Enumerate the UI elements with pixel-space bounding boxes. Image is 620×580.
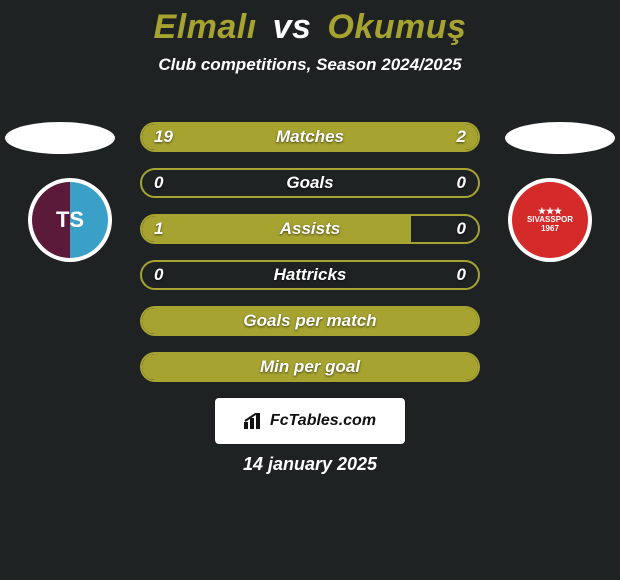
stat-bar-label: Min per goal xyxy=(142,354,478,380)
stat-bar-row: Assists1 0 xyxy=(140,214,480,244)
stat-bar-label: Matches xyxy=(142,124,478,150)
stat-bars: Matches192Goals00Assists10Hattricks00Goa… xyxy=(140,122,480,398)
date-text: 14 january 2025 xyxy=(0,454,620,475)
brand-text: FcTables.com xyxy=(270,412,376,430)
player2-name: Okumuş xyxy=(327,8,466,46)
player2-photo-oval xyxy=(505,122,615,154)
stat-bar-label: Goals per match xyxy=(142,308,478,334)
stat-bar-row: Min per goal xyxy=(140,352,480,382)
stat-bar-value-right: 2 xyxy=(457,124,466,150)
stat-bar-value-left: 1 xyxy=(154,216,163,242)
stat-bar-row: Matches19 2 xyxy=(140,122,480,152)
stat-bar-value-right: 0 xyxy=(457,170,466,196)
club1-crest-text: TS xyxy=(56,207,84,233)
player1-name: Elmalı xyxy=(154,8,257,46)
stat-bar-label: Assists xyxy=(142,216,478,242)
player1-photo-oval xyxy=(5,122,115,154)
stat-bar-row: Hattricks0 0 xyxy=(140,260,480,290)
club2-crest-year: 1967 xyxy=(541,225,559,234)
stat-bar-value-left: 19 xyxy=(154,124,173,150)
subtitle: Club competitions, Season 2024/2025 xyxy=(0,55,620,75)
stat-bar-row: Goals per match xyxy=(140,306,480,336)
stat-bar-row: Goals0 0 xyxy=(140,168,480,198)
page-title: Elmalı vs Okumuş xyxy=(0,0,620,47)
club2-crest: ★★★ SIVASSPOR 1967 xyxy=(508,178,592,262)
club1-crest: TS xyxy=(28,178,112,262)
brand-pill: FcTables.com xyxy=(215,398,405,444)
stat-bar-label: Goals xyxy=(142,170,478,196)
stat-bar-value-left: 0 xyxy=(154,262,163,288)
vs-word: vs xyxy=(273,8,312,46)
club1-crest-inner: TS xyxy=(32,182,108,258)
stat-bar-value-right: 0 xyxy=(457,262,466,288)
club2-crest-inner: ★★★ SIVASSPOR 1967 xyxy=(512,182,588,258)
brand-chart-icon xyxy=(244,413,264,429)
stat-bar-label: Hattricks xyxy=(142,262,478,288)
stat-bar-value-left: 0 xyxy=(154,170,163,196)
stat-bar-value-right: 0 xyxy=(457,216,466,242)
